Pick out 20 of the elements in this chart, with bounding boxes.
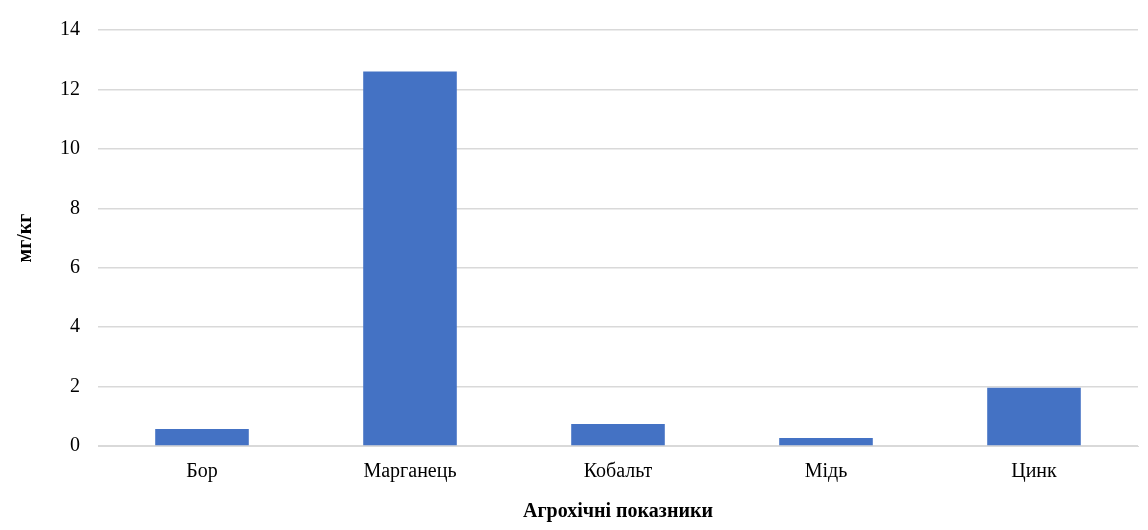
x-tick-label: Цинк: [1011, 459, 1058, 483]
x-tick-label: Марганець: [363, 459, 457, 483]
bar: [779, 437, 873, 446]
y-tick-label: 0: [70, 433, 80, 456]
y-tick-label: 8: [70, 195, 80, 218]
x-tick-label: Бор: [186, 459, 218, 483]
y-tick-label: 14: [60, 17, 80, 40]
bar: [987, 387, 1081, 446]
bar: [571, 424, 665, 446]
bar: [363, 71, 457, 446]
x-axis-title: Агрохічні показники: [523, 499, 713, 523]
bar: [155, 429, 249, 446]
x-tick-label: Кобальт: [583, 459, 653, 482]
y-tick-label: 2: [70, 373, 80, 396]
y-tick-label: 4: [70, 314, 80, 337]
y-axis-title: мг/кг: [13, 213, 36, 263]
x-tick-label: Мідь: [804, 459, 848, 483]
y-tick-label: 10: [60, 136, 80, 159]
y-tick-label: 6: [70, 254, 80, 277]
y-tick-label: 12: [60, 76, 80, 99]
